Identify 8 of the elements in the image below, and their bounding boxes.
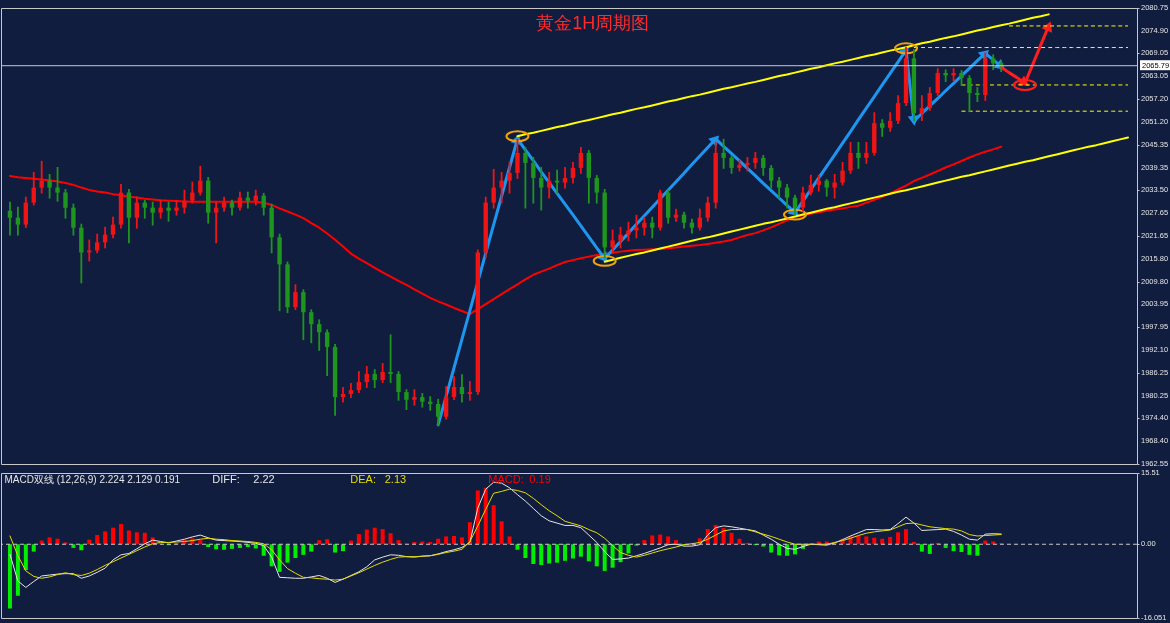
chart-title: MACD双线 (12,26,9) 2.224 2.129 0.191 — [4, 474, 181, 485]
text: DIFF: — [212, 473, 240, 485]
series-label: MACD: — [488, 473, 524, 485]
chart-title: 黄金1H周期图 — [536, 13, 650, 33]
annotation: 2.13 — [384, 473, 407, 485]
annotation: 2.22 — [253, 473, 275, 485]
annotation: 0.19 — [529, 473, 551, 485]
text: DEA: — [350, 473, 377, 485]
